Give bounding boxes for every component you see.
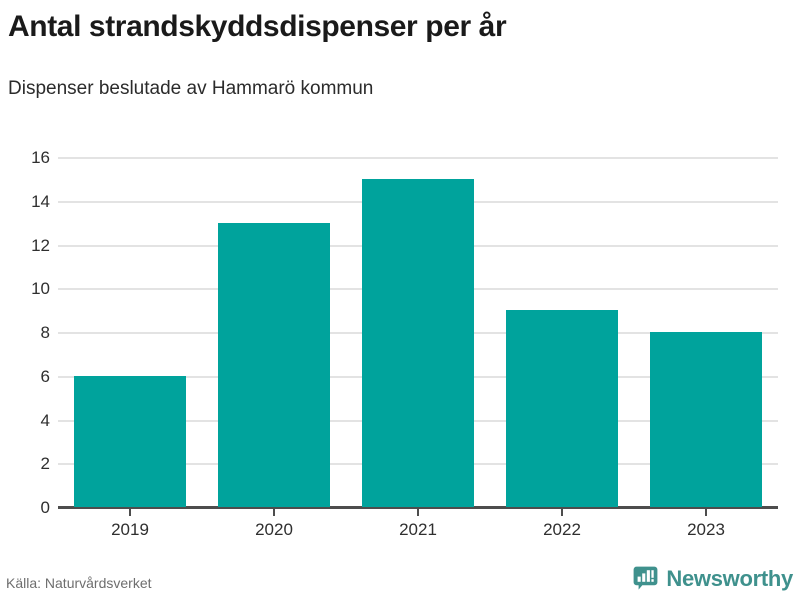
brand-logo[interactable]: Newsworthy [633,563,793,593]
x-axis-tick-label: 2021 [399,520,437,539]
y-axis-tick-label: 2 [40,454,50,474]
x-axis-tick-label: 2020 [255,520,293,539]
gridline [58,157,778,159]
bar[interactable] [649,332,763,507]
y-axis-tick-label: 10 [31,279,50,299]
x-axis-tick-label: 2019 [111,520,149,539]
x-axis-tick-mark [417,509,419,516]
x-axis-tick-mark [705,509,707,516]
bar[interactable] [361,178,475,507]
bar[interactable] [505,310,619,507]
x-axis-tick-label: 2022 [543,520,581,539]
bar[interactable] [73,375,187,507]
source-note: Källa: Naturvårdsverket [6,575,152,591]
page-title: Antal strandskyddsdispenser per år [8,10,507,43]
x-axis-tick-mark [129,509,131,516]
y-axis-tick-label: 0 [40,498,50,517]
brand-name: Newsworthy [666,565,793,591]
y-axis-tick-label: 16 [31,148,50,167]
y-axis-tick-label: 8 [40,323,50,342]
bar[interactable] [217,222,331,507]
y-axis-tick-label: 14 [31,191,50,211]
y-axis-tick-label: 12 [31,235,50,255]
x-axis-tick-label: 2023 [687,520,725,539]
y-axis: 0 2 4 6 8 10 12 14 16 [0,149,50,516]
x-axis-baseline [58,506,778,509]
x-axis-tick-mark [561,509,563,516]
y-axis-tick-label: 6 [40,366,50,386]
x-axis-tick-mark [273,509,275,516]
bar-chart-bubble-icon [633,566,658,591]
y-axis-tick-label: 4 [40,410,50,430]
chart-subtitle: Dispenser beslutade av Hammarö kommun [8,78,374,99]
